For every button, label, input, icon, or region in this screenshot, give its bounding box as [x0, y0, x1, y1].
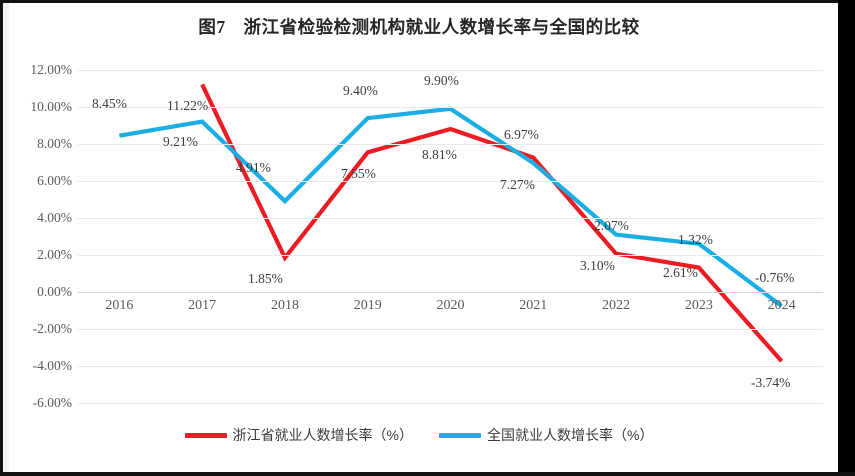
- y-axis-tick-label: 10.00%: [30, 99, 72, 114]
- gridline: [78, 366, 823, 367]
- data-label: -3.74%: [751, 375, 791, 390]
- data-label: 9.40%: [343, 83, 378, 98]
- data-label: 4.91%: [236, 160, 271, 175]
- frame-edge-left: [0, 0, 3, 476]
- data-label: 7.27%: [500, 177, 535, 192]
- x-axis-tick-label: 2019: [353, 298, 382, 313]
- x-axis-tick-label: 2021: [519, 298, 548, 313]
- legend-label-zhejiang: 浙江省就业人数增长率（%）: [232, 427, 413, 443]
- data-label: 9.21%: [163, 134, 198, 149]
- x-axis-tick-label: 2020: [436, 298, 465, 313]
- data-label: 8.81%: [422, 147, 457, 162]
- y-axis-tick-label: -6.00%: [32, 395, 72, 410]
- x-axis-tick-label: 2022: [602, 298, 631, 313]
- frame-inner-left: [3, 3, 9, 473]
- gridline: [78, 218, 823, 219]
- legend-swatch-national: [439, 432, 481, 438]
- data-label: 9.90%: [424, 73, 459, 88]
- y-axis-tick-label: 4.00%: [37, 210, 72, 225]
- data-label: 3.10%: [580, 258, 615, 273]
- y-axis-tick-label: 2.00%: [37, 247, 72, 262]
- chart-title: 图7 浙江省检验检测机构就业人数增长率与全国的比较: [198, 17, 640, 37]
- x-axis-tick-label: 2017: [188, 298, 217, 313]
- data-label: 1.32%: [678, 232, 713, 247]
- chart-legend: 浙江省就业人数增长率（%） 全国就业人数增长率（%）: [0, 425, 838, 445]
- x-axis-tick-label: 2018: [270, 298, 299, 313]
- x-axis-tick-label: 2024: [767, 298, 796, 313]
- frame-edge-top: [0, 0, 855, 3]
- frame-edge-right: [838, 0, 855, 476]
- legend-item-zhejiang[interactable]: 浙江省就业人数增长率（%）: [184, 425, 413, 445]
- data-label: 11.22%: [167, 98, 209, 113]
- y-axis-tick-label: 6.00%: [37, 173, 72, 188]
- y-axis: 12.00% 10.00% 8.00% 6.00% 4.00% 2.00% 0.00% -2.…: [0, 0, 72, 476]
- legend-swatch-zhejiang: [184, 432, 227, 438]
- y-axis-tick-label: -4.00%: [32, 358, 72, 373]
- y-axis-tick-label: 12.00%: [30, 62, 72, 77]
- series-lines: [119, 83, 784, 363]
- y-axis-tick-label: -2.00%: [32, 321, 72, 336]
- gridline: [78, 329, 823, 330]
- gridline: [78, 292, 823, 293]
- data-label: 6.97%: [504, 127, 539, 142]
- legend-item-national[interactable]: 全国就业人数增长率（%）: [439, 425, 653, 445]
- legend-label-national: 全国就业人数增长率（%）: [487, 427, 654, 443]
- gridline: [78, 255, 823, 256]
- gridline: [78, 403, 823, 404]
- series-line-national: [119, 106, 783, 308]
- gridline: [78, 70, 823, 71]
- gridline: [78, 107, 823, 108]
- x-axis-tick-label: 2023: [684, 298, 713, 313]
- data-label: 1.85%: [248, 271, 283, 286]
- data-label: 2.61%: [663, 265, 698, 280]
- gridline: [78, 144, 823, 145]
- plot-area: [78, 70, 823, 404]
- gridline: [78, 181, 823, 182]
- data-label: -0.76%: [755, 270, 795, 285]
- y-axis-tick-label: 0.00%: [37, 284, 72, 299]
- series-line-zhejiang: [200, 83, 784, 363]
- data-label: 2.07%: [594, 218, 629, 233]
- x-axis-tick-label: 2016: [105, 298, 134, 313]
- data-label: 8.45%: [92, 96, 127, 111]
- frame-edge-bottom: [0, 472, 855, 476]
- data-label: 7.55%: [341, 166, 376, 181]
- y-axis-tick-label: 8.00%: [37, 136, 72, 151]
